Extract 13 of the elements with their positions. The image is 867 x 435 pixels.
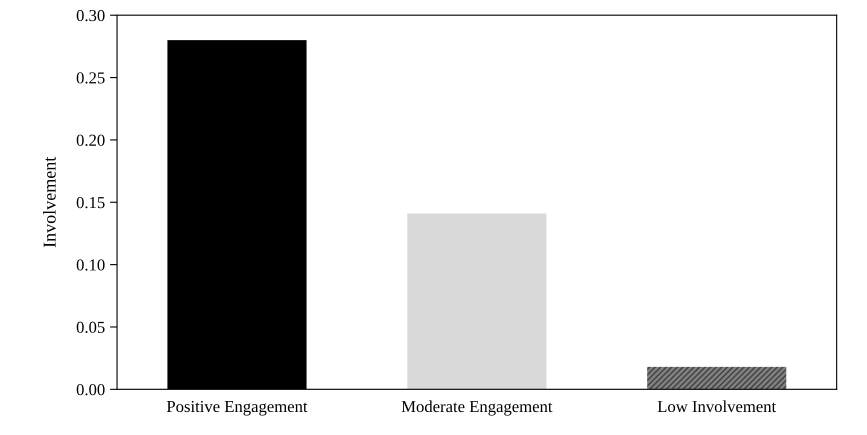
y-tick-label: 0.25: [76, 72, 105, 84]
y-tick-label: 0.20: [76, 134, 105, 146]
bar: [647, 366, 786, 390]
x-tick-label: Low Involvement: [658, 400, 776, 412]
y-tick-label: 0.00: [76, 384, 105, 396]
bar: [407, 214, 546, 390]
y-tick-label: 0.10: [76, 259, 105, 271]
x-tick-label: Moderate Engagement: [402, 400, 552, 416]
y-tick-label: 0.15: [76, 196, 105, 208]
y-axis-title: Involvement: [43, 156, 56, 248]
y-tick-label: 0.30: [76, 10, 105, 22]
x-tick-label: Positive Engagement: [166, 400, 308, 416]
y-tick-label: 0.05: [76, 322, 105, 333]
